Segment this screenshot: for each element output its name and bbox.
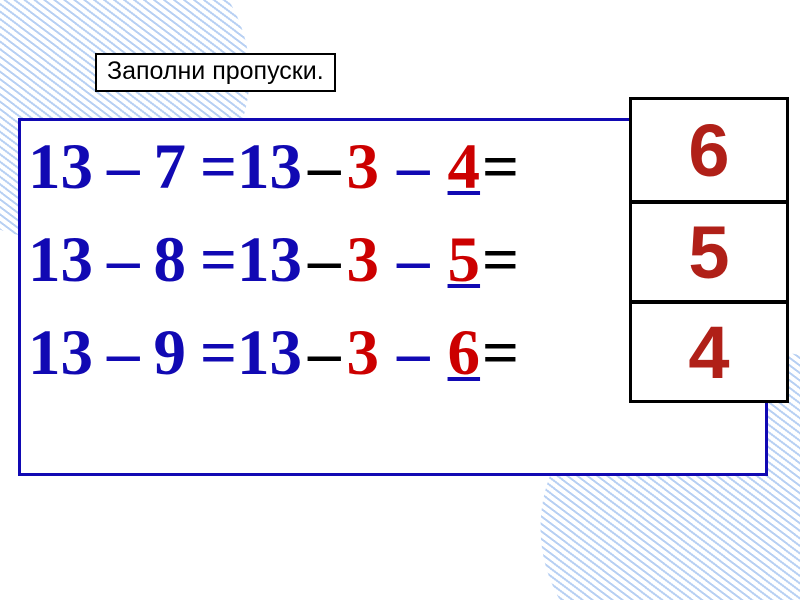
answer-box-3: 4	[629, 301, 789, 403]
answer-value: 5	[688, 210, 729, 295]
answer-value: 6	[688, 108, 729, 193]
answer-box-1: 6	[629, 97, 789, 203]
answer-box-2: 5	[629, 201, 789, 303]
equation-row-3: 13–9=13–3–6=	[28, 321, 519, 386]
slide: Заполни пропуски. 13–7=13–3–4= 13–8=13–3…	[0, 0, 800, 600]
equation-row-1: 13–7=13–3–4=	[28, 135, 519, 200]
answer-value: 4	[688, 310, 729, 395]
title-box: Заполни пропуски.	[95, 53, 336, 92]
equation-row-2: 13–8=13–3–5=	[28, 228, 519, 293]
title-text: Заполни пропуски.	[107, 57, 324, 85]
